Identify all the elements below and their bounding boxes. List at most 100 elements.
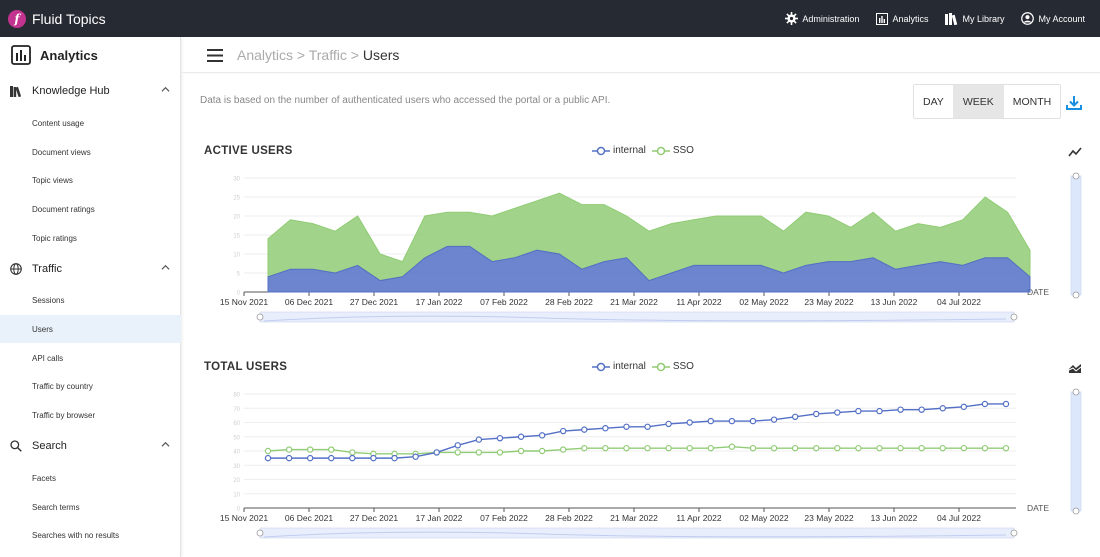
active-users-legend: internal SSO [592, 145, 700, 156]
breadcrumb-analytics[interactable]: Analytics [237, 47, 294, 63]
section-header-traffic[interactable]: Traffic [0, 259, 181, 279]
nav-label: Administration [802, 13, 860, 24]
sidebar-item-topic-ratings[interactable]: Topic ratings [32, 233, 77, 243]
sidebar-header: Analytics [0, 37, 180, 73]
data-point-internal [433, 449, 440, 456]
sidebar-item-facets[interactable]: Facets [32, 473, 57, 483]
data-point-sso [897, 444, 904, 452]
legend-label: internal [613, 361, 646, 372]
data-point-sso [306, 446, 314, 453]
series-area-internal [267, 245, 1031, 293]
nav-analytics[interactable]: Analytics [876, 12, 929, 25]
data-point-internal [897, 406, 904, 413]
period-week-button[interactable]: WEEK [953, 85, 1004, 118]
data-point-sso [855, 444, 862, 452]
total-users-title: TOTAL USERS [204, 361, 288, 373]
data-point-internal [960, 403, 968, 411]
nav-my-account[interactable]: My Account [1021, 12, 1085, 25]
line-chart-icon[interactable] [1068, 146, 1082, 158]
sidebar-item-sessions[interactable]: Sessions [32, 295, 65, 305]
sidebar-section-search: Search [0, 436, 181, 456]
data-point-internal [686, 419, 693, 426]
x-tick-label: 04 Jul 2022 [937, 297, 981, 307]
sidebar-item-traffic-by-browser[interactable]: Traffic by browser [32, 410, 96, 420]
data-point-internal [939, 405, 946, 412]
download-icon[interactable] [1066, 95, 1082, 111]
zoom-handle-bottom [1072, 291, 1080, 299]
y-tick-label: 10 [233, 253, 240, 259]
data-point-sso [602, 444, 609, 452]
top-nav: Administration Analytics My Library My A… [768, 12, 1085, 25]
data-point-internal [538, 432, 546, 439]
nav-administration[interactable]: Administration [785, 12, 859, 25]
hamburger-menu-icon[interactable] [207, 48, 223, 62]
zoom-handle-right [1010, 313, 1018, 321]
data-point-sso [581, 444, 588, 452]
legend-item-sso[interactable]: SSO [651, 361, 694, 372]
data-point-internal [454, 442, 461, 449]
x-tick-label: 04 Jul 2022 [937, 513, 981, 523]
x-tick-label: 06 Dec 2021 [285, 297, 333, 307]
x-tick-label: 28 Feb 2022 [545, 297, 593, 307]
breadcrumb-traffic[interactable]: Traffic [308, 47, 347, 63]
x-tick-label: 15 Nov 2021 [220, 513, 268, 523]
sidebar-item-document-views[interactable]: Document views [32, 147, 91, 157]
gear-icon [785, 12, 799, 25]
x-tick-label: 02 May 2022 [739, 297, 788, 307]
sidebar-item-search-terms[interactable]: Search terms [32, 502, 80, 512]
data-point-internal [517, 433, 525, 440]
period-day-button[interactable]: DAY [914, 85, 954, 118]
brand[interactable]: f Fluid Topics [8, 9, 106, 28]
data-point-internal [264, 454, 272, 462]
search-icon [10, 440, 22, 452]
x-tick-label: 21 Mar 2022 [610, 513, 658, 523]
chevron-up-icon[interactable] [161, 440, 170, 449]
legend-marker-sso [651, 362, 670, 371]
globe-icon [10, 263, 22, 275]
nav-my-library[interactable]: My Library [945, 12, 1004, 25]
section-title: Knowledge Hub [32, 85, 110, 97]
data-point-internal [855, 407, 862, 415]
sidebar-item-users[interactable]: Users [0, 315, 181, 343]
section-header-knowledge-hub[interactable]: Knowledge Hub [0, 81, 181, 101]
period-selector: DAY WEEK MONTH [913, 84, 1062, 119]
legend-item-internal[interactable]: internal [592, 145, 646, 156]
x-tick-label: 02 May 2022 [739, 513, 788, 523]
legend-item-sso[interactable]: SSO [651, 145, 694, 156]
data-point-internal [728, 417, 736, 425]
data-point-sso [285, 446, 293, 453]
sidebar-item-api-calls[interactable]: API calls [32, 353, 64, 363]
x-tick-label: 23 May 2022 [804, 297, 853, 307]
sidebar-item-content-usage[interactable]: Content usage [32, 118, 85, 128]
data-point-sso [349, 449, 356, 456]
period-month-button[interactable]: MONTH [1012, 95, 1052, 108]
brand-name: Fluid Topics [32, 10, 106, 27]
zoom-handle-bottom [1072, 507, 1080, 515]
legend-label: SSO [672, 361, 694, 372]
legend-item-internal[interactable]: internal [592, 361, 646, 372]
area-chart-icon[interactable] [1068, 362, 1082, 374]
data-point-sso [328, 446, 335, 453]
sidebar-title: Analytics [40, 47, 98, 63]
y-tick-label: 80 [233, 393, 240, 399]
sidebar-item-document-ratings[interactable]: Document ratings [32, 204, 95, 214]
sidebar-item-topic-views[interactable]: Topic views [32, 175, 73, 185]
y-tick-label: 15 [233, 234, 240, 240]
x-axis-label: DATE [1027, 503, 1049, 513]
sidebar-item-traffic-by-country[interactable]: Traffic by country [32, 381, 93, 391]
x-tick-label: 17 Jan 2022 [416, 297, 463, 307]
section-header-search[interactable]: Search [0, 436, 181, 456]
chevron-up-icon[interactable] [161, 263, 170, 272]
total-users-legend: internal SSO [592, 361, 700, 372]
chevron-up-icon[interactable] [161, 85, 170, 94]
section-title: Traffic [32, 263, 62, 275]
zoom-handle-left [256, 529, 264, 537]
data-point-internal [834, 409, 841, 416]
y-tick-label: 20 [233, 478, 240, 484]
y-tick-label: 30 [233, 177, 240, 183]
data-point-sso [538, 447, 546, 455]
data-point-sso [918, 444, 925, 452]
sidebar-item-searches-no-results[interactable]: Searches with no results [32, 530, 120, 540]
nav-label: Analytics [892, 13, 929, 24]
